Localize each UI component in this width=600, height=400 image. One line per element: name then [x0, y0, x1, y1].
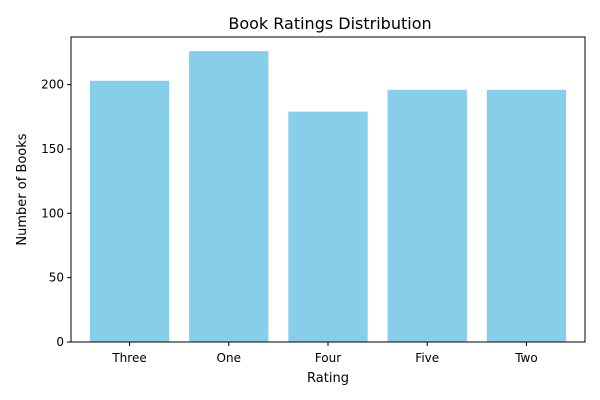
x-tick-label: Five [415, 351, 439, 365]
x-axis-label: Rating [307, 371, 349, 386]
y-tick-label: 50 [49, 271, 64, 285]
y-tick-label: 200 [41, 78, 64, 92]
bar-five [387, 89, 467, 342]
bar-two [486, 89, 567, 342]
plot-frame [70, 36, 586, 343]
y-tick-label: 150 [41, 142, 64, 156]
bar-one [189, 51, 269, 342]
bar-three [89, 80, 170, 342]
x-tick-label: Three [111, 351, 146, 365]
y-tick-label: 100 [41, 206, 64, 220]
x-tick-label: Two [514, 351, 538, 365]
chart-title: Book Ratings Distribution [228, 14, 431, 33]
x-tick-label: One [217, 351, 241, 365]
x-tick-label: Four [315, 351, 341, 365]
bar-four [288, 111, 368, 342]
y-axis-label: Number of Books [15, 133, 30, 245]
y-tick-label: 0 [56, 335, 64, 349]
bars-group [89, 51, 567, 342]
x-axis-ticks: Three One Four Five Two [111, 342, 538, 365]
y-axis-ticks: 0 50 100 150 200 [41, 78, 71, 349]
